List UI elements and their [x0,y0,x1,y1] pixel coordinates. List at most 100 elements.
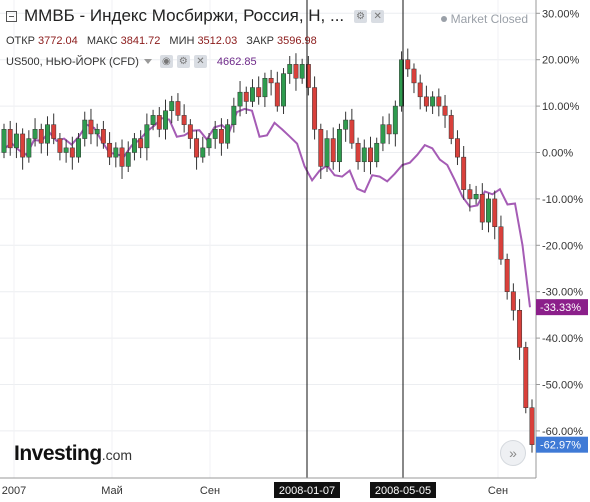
candle-body [479,194,485,223]
candle-body [312,87,318,130]
candle-body [69,147,75,158]
candle-body [380,124,386,144]
candle-body [498,226,504,260]
candle-body [287,64,293,74]
y-tick-label: -10.00% [542,194,583,206]
candle-body [417,82,423,98]
candle-body [349,119,355,144]
candle-body [324,138,330,167]
close-value: 3596.98 [277,35,317,47]
candle-body [374,142,380,163]
candle-body [281,73,286,107]
candle-body [423,96,429,107]
chevron-down-icon[interactable] [143,59,152,64]
candle-body [318,129,324,167]
candle-body [88,119,94,135]
candle-body [7,129,13,149]
main-last-value: -62.97% [540,440,581,452]
y-tick-label: 20.00% [542,55,580,67]
candle-body [169,101,175,111]
compare-last-value-bg [536,299,588,316]
candle-body [268,78,274,84]
candle-body [517,310,523,348]
candle-body [305,64,311,88]
visibility-icon[interactable]: ◉ [159,55,173,68]
candle-body [411,68,417,84]
y-tick-label: 10.00% [542,101,580,113]
high-value: 3841.72 [120,35,161,47]
candle-body [119,147,125,167]
candle-body [144,124,150,149]
candle-body [243,91,249,102]
settings-icon[interactable]: ⚙ [354,9,368,23]
candle-body [113,147,119,158]
collapse-icon[interactable] [6,10,17,22]
candle-body [187,124,193,139]
candle-body [63,147,69,153]
open-value: 3772.04 [38,35,78,47]
market-status: Market Closed [440,12,528,26]
y-tick-label: 0.00% [542,148,573,160]
candle-body [20,133,26,158]
candle-body [343,119,349,130]
investing-logo: Investing.com [14,442,132,466]
y-tick-label: -20.00% [542,240,583,252]
candle-body [368,147,373,163]
candle-body [1,129,7,153]
x-tick-label: Сен [200,485,220,497]
settings-icon[interactable]: ⚙ [176,55,190,68]
candle-body [125,152,131,167]
y-tick-label: -30.00% [542,287,583,299]
y-tick-label: -40.00% [542,333,583,345]
y-tick-label: 30.00% [542,8,580,20]
candle-body [430,96,436,107]
candle-body [399,59,405,107]
logo-domain: .com [101,447,133,463]
x-tick-label: Май [101,485,123,497]
market-status-text: Market Closed [450,12,528,26]
candlestick-series [1,48,535,453]
x-crosshair-badge [274,482,340,498]
candle-body [131,138,137,153]
candle-body [256,87,262,98]
candle-body [448,115,454,139]
candle-body [163,110,168,130]
close-icon[interactable]: ✕ [371,9,385,23]
candle-body [231,105,237,125]
candle-body [330,138,336,163]
candle-body [262,78,268,98]
candle-body [175,101,181,116]
candle-body [386,124,392,135]
candle-body [38,129,44,144]
compare-last-value: -33.33% [540,302,581,314]
x-tick-label: 2007 [2,485,26,497]
crosshair-lines [306,0,404,478]
candle-body [461,156,467,190]
candle-body [455,138,460,158]
candle-body [82,119,88,139]
close-label: ЗАКР [246,35,274,47]
low-value: 3512.03 [197,35,238,47]
candle-body [250,87,255,102]
candle-body [293,64,299,79]
candle-body [361,147,367,163]
x-crosshair-badge [370,482,436,498]
candle-body [107,142,113,158]
grid-lines [0,0,536,478]
candle-body [523,347,529,408]
scroll-to-latest-button[interactable]: » [500,440,526,466]
candle-body [57,138,63,153]
candle-body [150,115,156,125]
candle-body [225,124,231,144]
close-icon[interactable]: ✕ [193,55,207,68]
candle-body [138,138,144,149]
candle-body [405,59,411,70]
compare-legend: US500, НЬЮ-ЙОРК (CFD) ◉ ⚙ ✕ 4662.85 [6,55,257,68]
candle-body [529,407,535,445]
x-tick-label: 2008-01-07 [279,485,335,497]
candle-body [32,129,38,139]
compare-value: 4662.85 [216,55,257,68]
candle-body [510,291,516,311]
candle-body [274,82,280,107]
